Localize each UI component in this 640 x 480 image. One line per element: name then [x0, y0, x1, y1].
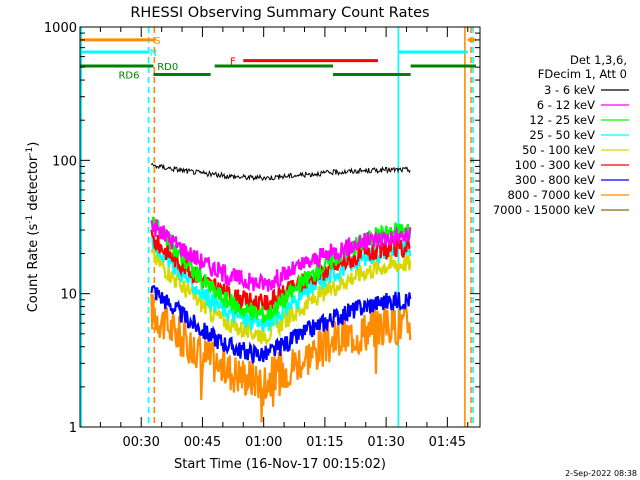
- x-tick-label: 01:00: [245, 435, 282, 450]
- y-axis-label: Count Rate (s-1 detector-1): [25, 142, 41, 313]
- footer-date: 2-Sep-2022 08:38: [565, 469, 637, 478]
- plot-frame: [79, 26, 481, 428]
- legend-header-line-1: Det 1,3,6,: [570, 53, 627, 67]
- x-tick-label: 00:45: [184, 435, 221, 450]
- x-tick-label: 01:45: [429, 435, 466, 450]
- legend-label: 3 - 6 keV: [544, 83, 595, 97]
- series-line: [150, 219, 412, 292]
- legend-label: 6 - 12 keV: [537, 98, 595, 112]
- state-bar-label: S: [154, 36, 160, 47]
- x-tick-label: 01:15: [306, 435, 343, 450]
- legend-header-line-2: FDecim 1, Att 0: [538, 67, 627, 81]
- legend-label: 50 - 100 keV: [522, 143, 595, 157]
- chart-title: RHESSI Observing Summary Count Rates: [130, 5, 429, 21]
- legend-label: 25 - 50 keV: [529, 128, 595, 142]
- y-tick-label: 1000: [44, 21, 77, 36]
- legend-label: 300 - 800 keV: [515, 173, 595, 187]
- legend-label: 7000 - 15000 keV: [493, 203, 595, 217]
- legend-label: 800 - 7000 keV: [507, 188, 595, 202]
- series-line: [150, 162, 411, 182]
- series-line: [150, 284, 412, 364]
- series-line: [150, 293, 412, 423]
- legend-label: 100 - 300 keV: [515, 158, 595, 172]
- x-tick-label: 01:30: [367, 435, 404, 450]
- legend-label: 12 - 25 keV: [529, 113, 595, 127]
- series-line: [150, 233, 412, 332]
- x-tick-label: 00:30: [122, 435, 159, 450]
- state-bar-label: RD0: [157, 62, 178, 73]
- y-tick-label: 10: [60, 288, 77, 303]
- state-bar-label: F: [230, 57, 236, 68]
- y-tick-label: 100: [52, 154, 77, 169]
- y-tick-label: 1: [69, 421, 77, 436]
- x-axis-label: Start Time (16-Nov-17 00:15:02): [174, 457, 386, 472]
- state-bar-label: N: [150, 48, 157, 59]
- state-bar-label: RD6: [118, 71, 139, 82]
